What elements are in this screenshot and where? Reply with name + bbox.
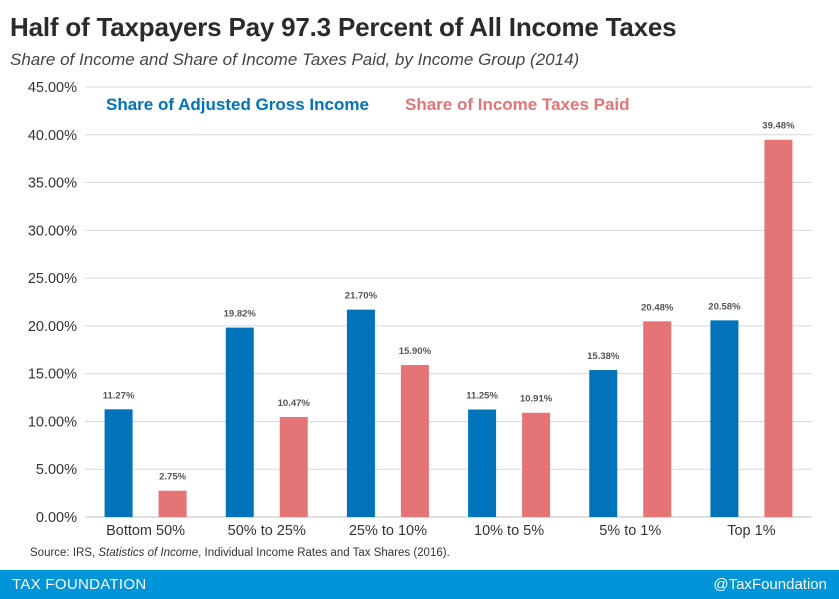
data-label: 11.27% <box>103 390 135 401</box>
data-label: 2.75% <box>159 472 186 483</box>
source-italic: Statistics of Income <box>98 547 199 559</box>
data-label: 15.90% <box>399 346 432 357</box>
data-label: 11.25% <box>466 391 498 402</box>
bar-taxes <box>400 365 429 517</box>
legend-entry: Share of Income Taxes Paid <box>405 95 630 114</box>
bar-taxes <box>643 321 672 517</box>
data-label: 15.38% <box>587 351 620 362</box>
x-tick-label: 25% to 10% <box>349 523 427 539</box>
footer-bar: TAX FOUNDATION @TaxFoundation <box>0 570 839 599</box>
y-tick-label: 10.00% <box>28 414 77 430</box>
y-tick-label: 20.00% <box>28 319 77 335</box>
footer-brand: TAX FOUNDATION <box>12 576 147 593</box>
bar-agi <box>346 309 375 517</box>
chart-title: Half of Taxpayers Pay 97.3 Percent of Al… <box>10 12 677 42</box>
bar-taxes <box>764 139 793 517</box>
y-tick-label: 40.00% <box>28 128 77 144</box>
source-note: Source: IRS, Statistics of Income, Indiv… <box>30 547 450 559</box>
x-tick-label: Top 1% <box>727 523 775 539</box>
bar-agi <box>710 320 739 517</box>
legend-entry: Share of Adjusted Gross Income <box>106 95 369 114</box>
data-label: 20.48% <box>641 302 674 313</box>
bar-agi <box>589 370 618 517</box>
bar-agi <box>225 327 254 517</box>
source-prefix: Source: IRS, <box>30 547 99 559</box>
bar-chart: 0.00% 5.00% 10.00% 15.00% 20.00% 25.00% 30.00%… <box>28 80 812 539</box>
data-label: 21.70% <box>345 291 378 302</box>
y-tick-label: 30.00% <box>28 223 77 239</box>
y-tick-label: 0.00% <box>36 510 77 526</box>
bar-agi <box>104 409 133 517</box>
bar-taxes <box>522 412 551 517</box>
data-label: 10.47% <box>278 398 311 409</box>
chart-subtitle: Share of Income and Share of Income Taxe… <box>10 50 580 69</box>
x-tick-label: 50% to 25% <box>228 523 306 539</box>
source-suffix: , Individual Income Rates and Tax Shares… <box>198 547 450 559</box>
x-tick-label: 5% to 1% <box>599 523 661 539</box>
y-tick-label: 25.00% <box>28 271 77 287</box>
x-tick-label: Bottom 50% <box>106 523 185 539</box>
y-tick-label: 5.00% <box>36 462 77 478</box>
data-label: 20.58% <box>708 301 741 312</box>
x-tick-label: 10% to 5% <box>474 523 544 539</box>
data-label: 10.91% <box>520 394 553 405</box>
bar-taxes <box>279 416 308 517</box>
data-label: 39.48% <box>762 121 795 132</box>
footer-handle: @TaxFoundation <box>713 576 827 593</box>
bar-agi <box>468 409 497 517</box>
bar-taxes <box>158 490 187 517</box>
y-tick-label: 45.00% <box>28 80 77 96</box>
y-tick-label: 35.00% <box>28 176 77 192</box>
data-label: 19.82% <box>224 309 257 320</box>
y-tick-label: 15.00% <box>28 367 77 383</box>
